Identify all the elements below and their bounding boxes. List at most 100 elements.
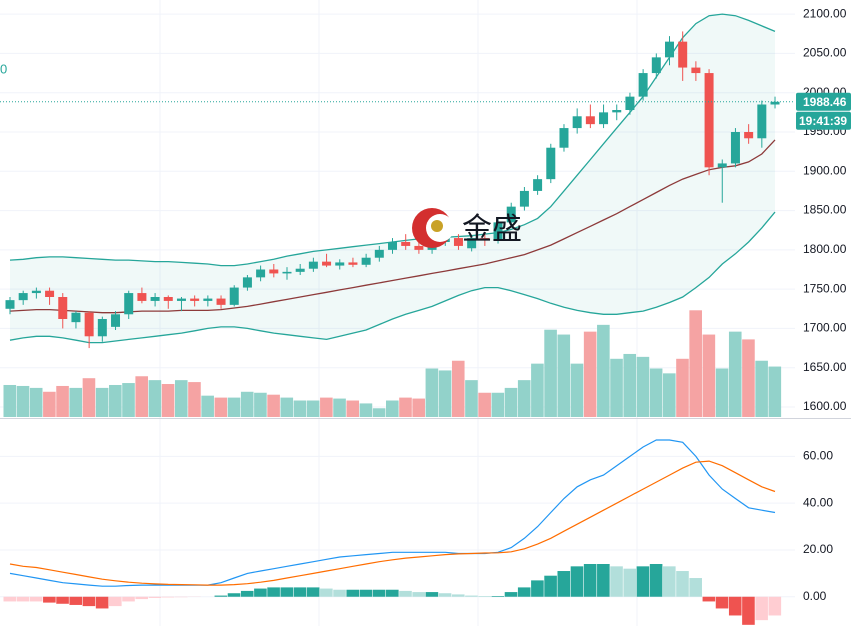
volume-bar bbox=[478, 393, 491, 417]
volume-bar bbox=[531, 364, 544, 417]
histogram-bar bbox=[162, 597, 175, 598]
volume-bar bbox=[689, 310, 702, 417]
candle-body bbox=[282, 272, 291, 274]
histogram-bar bbox=[689, 578, 702, 597]
candle-body bbox=[19, 293, 28, 300]
histogram-bar bbox=[557, 571, 570, 597]
volume-bar bbox=[742, 339, 755, 417]
volume-bar bbox=[584, 332, 597, 417]
histogram-bar bbox=[30, 597, 43, 602]
histogram-bar bbox=[623, 569, 636, 597]
histogram-bar bbox=[505, 592, 518, 597]
candle-body bbox=[256, 270, 265, 278]
candle-body bbox=[98, 319, 107, 336]
histogram-bar bbox=[215, 596, 228, 597]
histogram-bar bbox=[650, 564, 663, 597]
candle-body bbox=[137, 293, 146, 301]
y-tick-label: 2050.00 bbox=[803, 46, 847, 60]
y-tick-label: 1900.00 bbox=[803, 163, 847, 177]
candle-body bbox=[322, 262, 331, 266]
histogram-bar bbox=[333, 590, 346, 597]
candle-body bbox=[269, 270, 278, 274]
volume-bar bbox=[4, 385, 17, 417]
volume-bar bbox=[17, 386, 30, 417]
volume-bar bbox=[83, 378, 96, 417]
candle-body bbox=[375, 250, 384, 258]
candle-body bbox=[190, 299, 199, 301]
histogram-bar bbox=[492, 596, 505, 597]
volume-bar bbox=[755, 361, 768, 417]
volume-bar bbox=[505, 388, 518, 417]
volume-bar bbox=[96, 388, 109, 417]
y-tick-label: 1850.00 bbox=[803, 203, 847, 217]
logo-dot bbox=[431, 220, 443, 232]
watermark-text: 金盛 bbox=[462, 213, 522, 246]
volume-bar bbox=[610, 359, 623, 417]
volume-bar bbox=[637, 357, 650, 417]
volume-bar bbox=[412, 399, 425, 417]
candle-body bbox=[71, 313, 80, 322]
histogram-bar bbox=[228, 593, 241, 597]
histogram-bar bbox=[267, 587, 280, 596]
histogram-bar bbox=[386, 590, 399, 597]
histogram-bar bbox=[426, 592, 439, 597]
histogram-bar bbox=[571, 566, 584, 596]
candle-body bbox=[85, 313, 94, 337]
histogram-bar bbox=[544, 576, 557, 597]
candle-body bbox=[58, 297, 67, 319]
histogram-bar bbox=[43, 597, 56, 603]
volume-bar bbox=[149, 380, 162, 417]
volume-bar bbox=[373, 408, 386, 417]
volume-bar bbox=[557, 335, 570, 417]
candle-body bbox=[362, 258, 371, 265]
histogram-bar bbox=[122, 597, 135, 602]
volume-bar bbox=[69, 388, 82, 417]
volume-bar bbox=[175, 380, 188, 417]
y-tick-label: 40.00 bbox=[803, 495, 833, 509]
volume-bar bbox=[241, 392, 254, 417]
volume-bar bbox=[769, 367, 782, 417]
candle-body bbox=[665, 42, 674, 58]
candle-body bbox=[691, 68, 700, 74]
candle-body bbox=[151, 297, 160, 301]
candle-body bbox=[348, 262, 357, 264]
volume-bar bbox=[228, 398, 241, 417]
candle-body bbox=[230, 288, 239, 305]
histogram-bar bbox=[755, 597, 768, 620]
histogram-bar bbox=[637, 566, 650, 596]
histogram-bar bbox=[518, 587, 531, 596]
candle-body bbox=[243, 277, 252, 287]
volume-bar bbox=[109, 385, 122, 417]
candle-body bbox=[612, 110, 621, 112]
candle-body bbox=[164, 297, 173, 301]
volume-bar bbox=[439, 370, 452, 417]
volume-bar bbox=[452, 361, 465, 417]
histogram-bar bbox=[69, 597, 82, 605]
volume-bar bbox=[307, 401, 320, 417]
volume-bar bbox=[294, 401, 307, 417]
candle-body bbox=[520, 191, 529, 207]
y-tick-label: 2100.00 bbox=[803, 6, 847, 20]
volume-bar bbox=[571, 364, 584, 417]
histogram-bar bbox=[610, 566, 623, 596]
volume-bar bbox=[597, 325, 610, 417]
histogram-bar bbox=[399, 591, 412, 597]
candle-body bbox=[32, 291, 41, 293]
candle-body bbox=[705, 73, 714, 167]
candle-body bbox=[731, 132, 740, 163]
candle-body bbox=[111, 314, 120, 327]
candle-body bbox=[124, 293, 133, 314]
volume-bar bbox=[254, 393, 267, 417]
histogram-bar bbox=[597, 564, 610, 597]
legend-fragment: 0 bbox=[0, 61, 7, 76]
volume-bar bbox=[135, 376, 148, 417]
histogram-bar bbox=[109, 597, 122, 606]
histogram-bar bbox=[676, 571, 689, 597]
candle-body bbox=[401, 242, 410, 246]
candle-body bbox=[45, 291, 54, 297]
volume-bar bbox=[426, 369, 439, 418]
volume-bar bbox=[492, 393, 505, 417]
volume-bar bbox=[215, 398, 228, 417]
histogram-bar bbox=[83, 597, 96, 606]
